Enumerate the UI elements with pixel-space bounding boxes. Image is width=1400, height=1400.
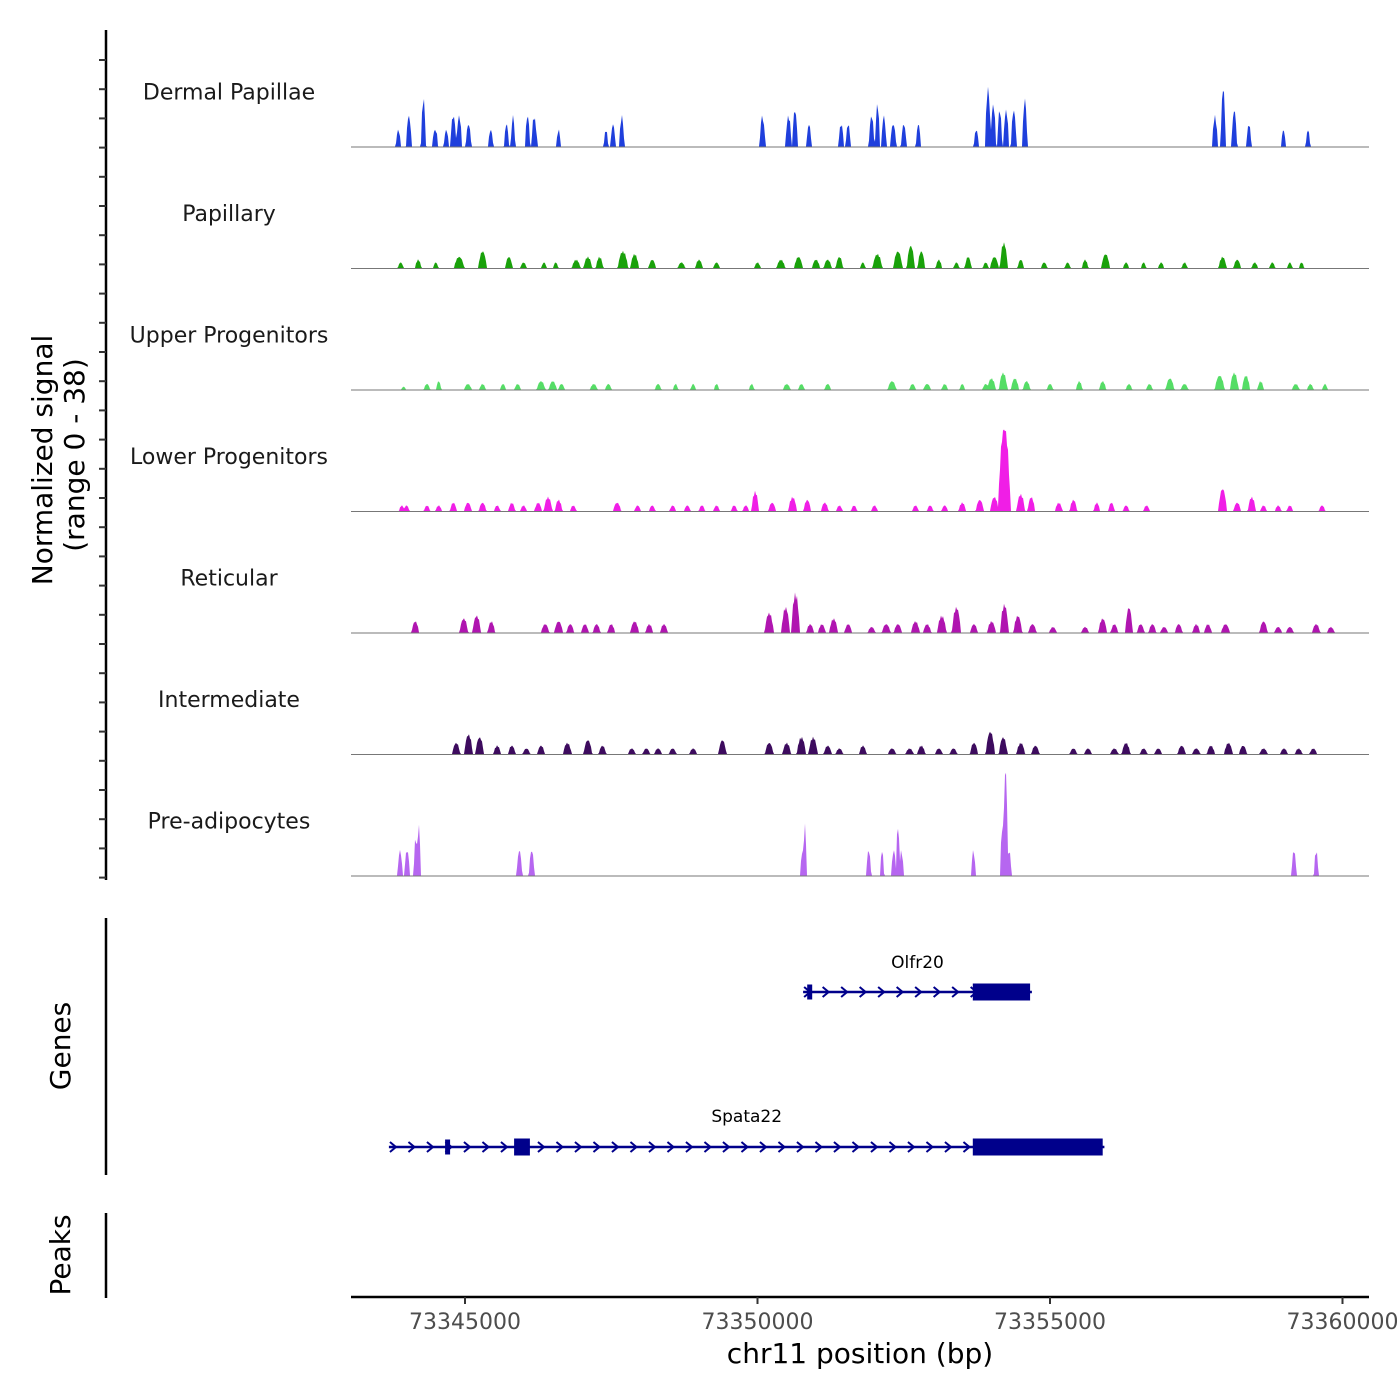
track-lower-progenitors: Lower Progenitors	[130, 429, 1369, 512]
gene-exon	[972, 1138, 1103, 1156]
x-axis-ticks: 73345000 73350000 73355000 73360000	[409, 1297, 1398, 1335]
strand-arrow-icon	[666, 1141, 676, 1153]
coverage-area	[351, 731, 1369, 754]
coverage-area	[351, 86, 1369, 147]
strand-arrow-icon	[389, 1141, 398, 1153]
gene-exon	[514, 1138, 530, 1156]
y-axis-title-line1: Normalized signal	[26, 335, 59, 586]
strand-arrow-icon	[426, 1141, 435, 1153]
strand-arrow-icon	[833, 1141, 842, 1153]
strand-arrow-icon	[629, 1141, 639, 1153]
strand-arrow-icon	[914, 986, 923, 998]
track-label: Papillary	[182, 202, 276, 227]
x-tick-label: 73355000	[994, 1310, 1106, 1335]
strand-arrow-icon	[840, 986, 849, 998]
strand-arrow-icon	[925, 1141, 935, 1153]
strand-arrow-icon	[574, 1141, 583, 1153]
track-label: Upper Progenitors	[130, 324, 329, 349]
gene-exon	[807, 984, 813, 1000]
y-axis-title-line2: (range 0 - 38)	[58, 358, 91, 552]
gene-olfr20[interactable]: Olfr20	[803, 953, 1032, 1001]
strand-arrow-icon	[759, 1141, 768, 1153]
strand-arrow-icon	[851, 1141, 861, 1153]
coverage-area	[351, 772, 1369, 876]
signal-y-ticks	[99, 59, 106, 879]
strand-arrow-icon	[537, 1141, 546, 1153]
strand-arrow-icon	[592, 1141, 602, 1153]
track-pre-adipocytes: Pre-adipocytes	[148, 772, 1369, 877]
strand-arrow-icon	[555, 1141, 565, 1153]
strand-arrow-icon	[888, 1141, 898, 1153]
strand-arrow-icon	[944, 1141, 953, 1153]
gene-label: Spata22	[711, 1107, 782, 1127]
strand-arrow-icon	[796, 1141, 805, 1153]
strand-arrow-icon	[821, 986, 831, 998]
track-reticular: Reticular	[180, 567, 1369, 634]
gene-label: Olfr20	[891, 953, 944, 973]
strand-arrow-icon	[740, 1141, 750, 1153]
strand-arrow-icon	[932, 986, 942, 998]
track-papillary: Papillary	[182, 202, 1369, 269]
track-label: Dermal Papillae	[143, 81, 315, 106]
strand-arrow-icon	[685, 1141, 694, 1153]
coverage-area	[351, 592, 1369, 633]
strand-arrow-icon	[481, 1141, 491, 1153]
gene-exon	[445, 1139, 451, 1155]
track-upper-progenitors: Upper Progenitors	[130, 324, 1369, 391]
strand-arrow-icon	[611, 1141, 620, 1153]
strand-arrow-icon	[500, 1141, 509, 1153]
track-label: Lower Progenitors	[130, 445, 328, 470]
strand-arrow-icon	[907, 1141, 916, 1153]
genes-panel-label: Genes	[44, 1002, 77, 1090]
strand-arrow-icon	[870, 1141, 879, 1153]
track-label: Intermediate	[158, 688, 300, 713]
gene-exon	[972, 983, 1031, 1001]
strand-arrow-icon	[951, 986, 960, 998]
strand-arrow-icon	[895, 986, 905, 998]
x-tick-label: 73350000	[702, 1310, 814, 1335]
track-label: Reticular	[180, 567, 278, 592]
coverage-tracks: Dermal Papillae Papillary Upper Progenitor…	[130, 81, 1369, 877]
peaks-panel-label: Peaks	[44, 1214, 77, 1295]
strand-arrow-icon	[877, 986, 886, 998]
coverage-area	[351, 372, 1369, 390]
strand-arrow-icon	[777, 1141, 787, 1153]
strand-arrow-icon	[814, 1141, 824, 1153]
track-dermal-papillae: Dermal Papillae	[143, 81, 1369, 148]
strand-arrow-icon	[463, 1141, 472, 1153]
track-label: Pre-adipocytes	[148, 810, 311, 835]
strand-arrow-icon	[648, 1141, 657, 1153]
strand-arrow-icon	[858, 986, 868, 998]
track-intermediate: Intermediate	[158, 688, 1369, 755]
strand-arrow-icon	[703, 1141, 713, 1153]
coverage-area	[351, 429, 1369, 511]
strand-arrow-icon	[722, 1141, 731, 1153]
gene-spata22[interactable]: Spata22	[388, 1107, 1105, 1156]
x-tick-label: 73360000	[1287, 1310, 1399, 1335]
x-tick-label: 73345000	[409, 1310, 521, 1335]
strand-arrow-icon	[407, 1141, 417, 1153]
x-axis-title: chr11 position (bp)	[727, 1337, 993, 1370]
gene-annotations: Olfr20 Spata22	[388, 953, 1105, 1156]
coverage-area	[351, 242, 1369, 268]
strand-arrow-icon	[962, 1141, 972, 1153]
